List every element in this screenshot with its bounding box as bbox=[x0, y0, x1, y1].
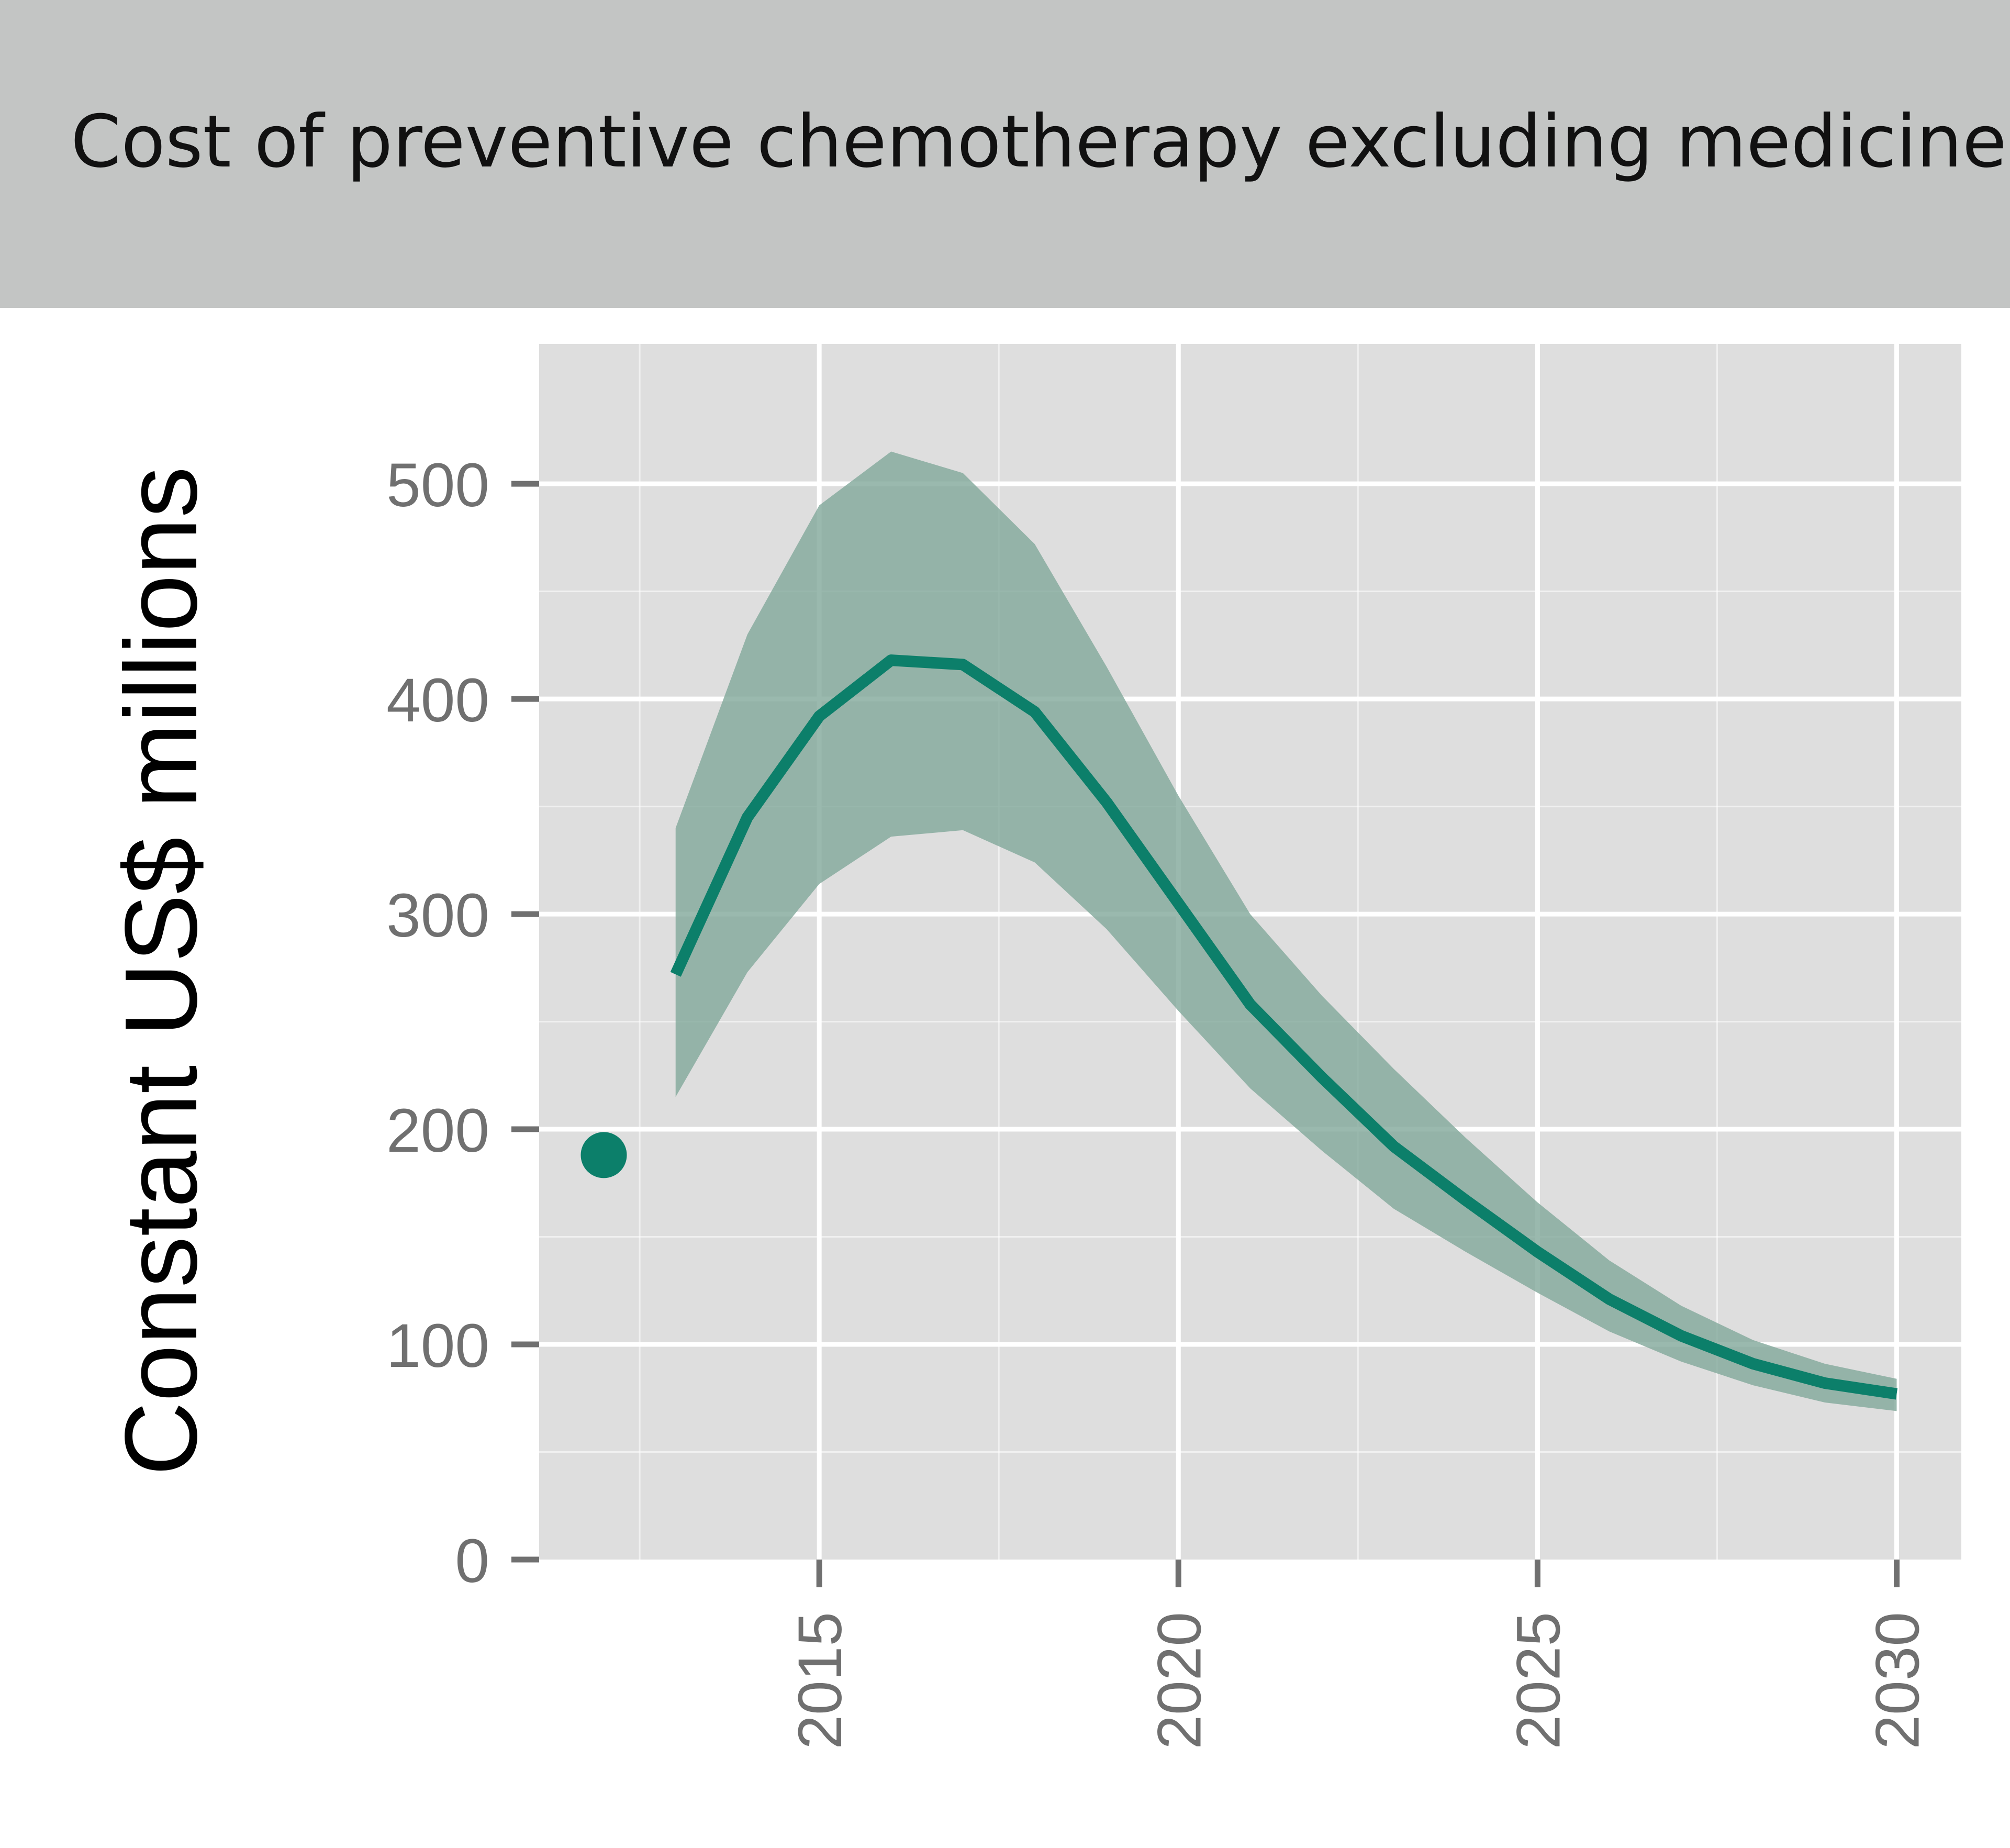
x-axis: 2015 2020 2025 2030 bbox=[786, 1560, 1933, 1750]
series-line bbox=[670, 654, 1898, 1400]
data-point bbox=[580, 1132, 627, 1178]
x-tick-label: 2015 bbox=[786, 1612, 855, 1750]
uncertainty-band bbox=[675, 451, 1897, 1411]
line-layer bbox=[580, 654, 1898, 1400]
y-axis-label: Constant US$ millions bbox=[104, 466, 218, 1476]
y-tick-label: 200 bbox=[386, 1096, 489, 1165]
title-bar: Cost of preventive chemotherapy excludin… bbox=[0, 0, 2010, 308]
y-tick-label: 300 bbox=[386, 881, 489, 950]
y-axis: 0 100 200 300 400 500 bbox=[386, 451, 539, 1596]
x-tick-label: 2030 bbox=[1863, 1612, 1933, 1750]
y-tick-label: 0 bbox=[455, 1527, 489, 1596]
grid-minor bbox=[539, 344, 1961, 1560]
x-tick-label: 2020 bbox=[1145, 1612, 1214, 1750]
chart-title: Cost of preventive chemotherapy excludin… bbox=[71, 99, 2007, 184]
band-layer bbox=[675, 451, 1897, 1411]
y-tick-label: 400 bbox=[386, 666, 489, 735]
y-tick-label: 100 bbox=[386, 1311, 489, 1381]
x-tick-label: 2025 bbox=[1504, 1612, 1573, 1750]
y-tick-label: 500 bbox=[386, 451, 489, 520]
